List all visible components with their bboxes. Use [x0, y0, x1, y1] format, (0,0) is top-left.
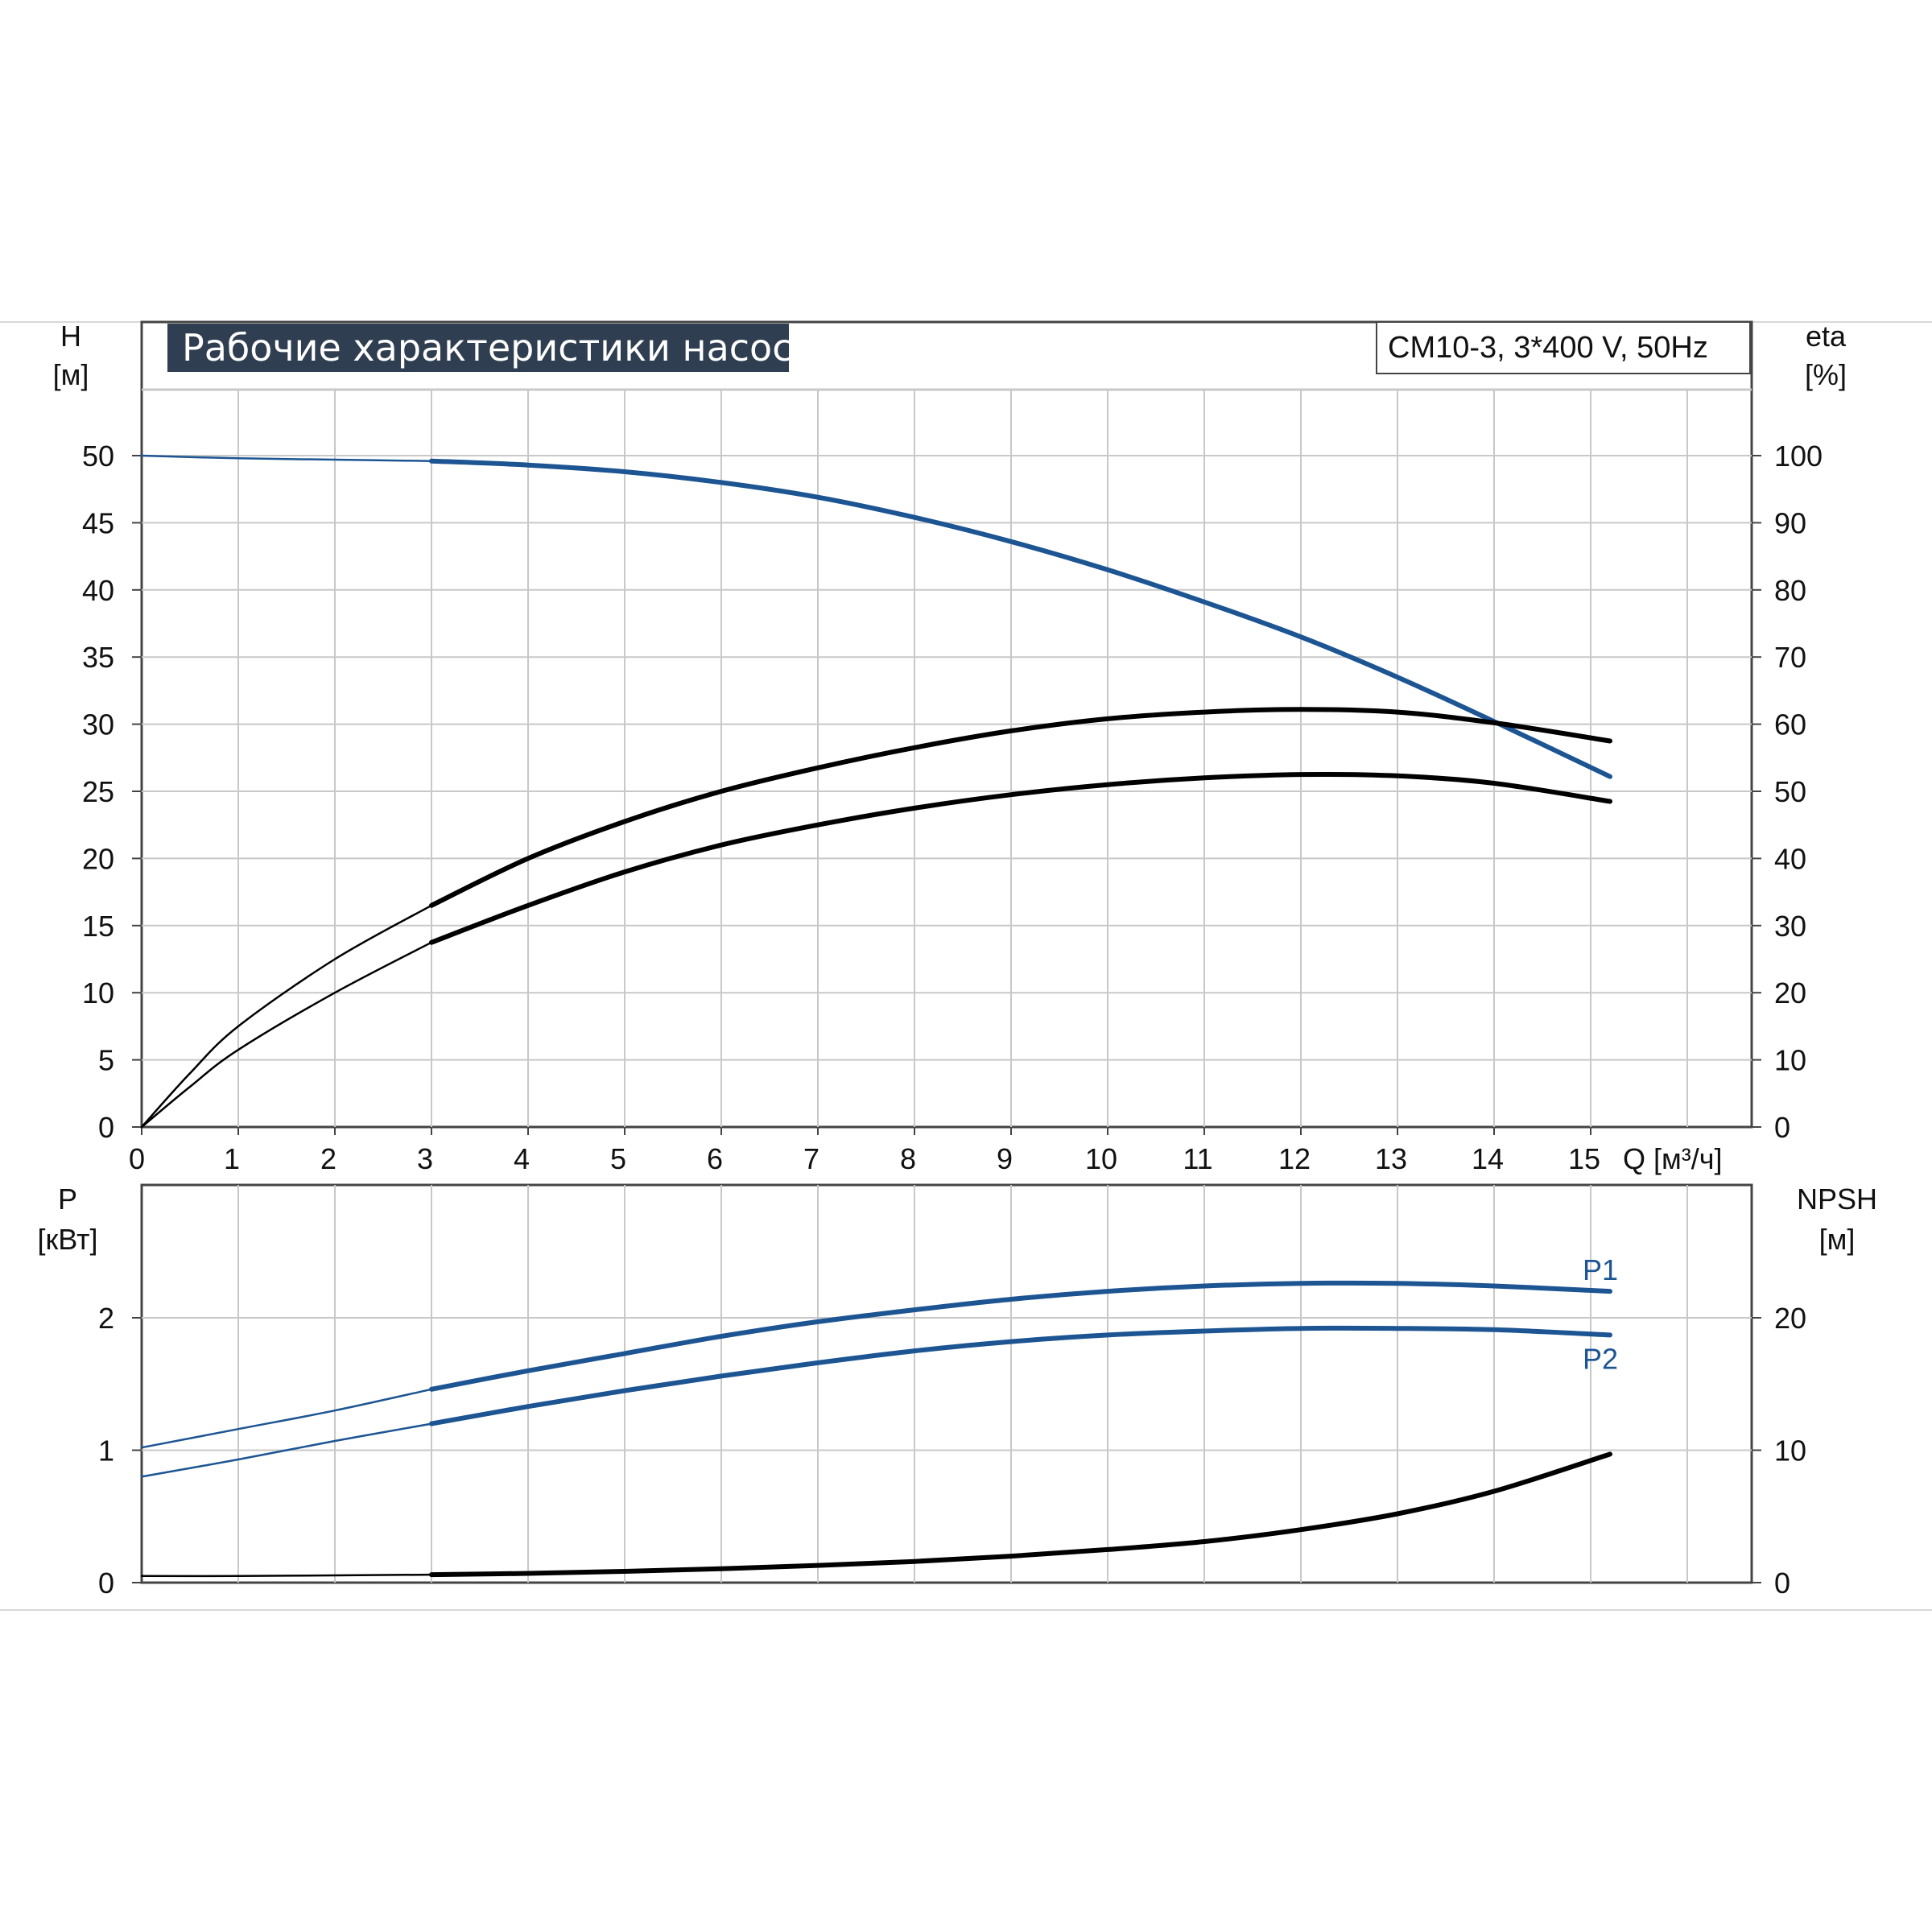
y-left-label-top: H [60, 320, 81, 353]
y-left-tick-label: 40 [82, 574, 114, 607]
y-left-tick-label: 1 [98, 1435, 114, 1468]
y-left-tick-label: 10 [82, 976, 114, 1009]
bottom-curve-3-thin [140, 1573, 433, 1578]
bottom-curve-2 [429, 1325, 1612, 1426]
chart-title: Рабочие характеристики насоса [182, 326, 815, 369]
y-right-tick-label: 60 [1774, 708, 1806, 741]
x-axis-label: Q [м³/ч] [1623, 1142, 1723, 1175]
y-right-tick-label: 100 [1774, 440, 1823, 473]
y-left-tick-label: 35 [82, 641, 114, 674]
y-right-tick-label: 30 [1774, 910, 1806, 943]
x-tick-label: 14 [1472, 1142, 1504, 1175]
y-left-tick-label: 25 [82, 775, 114, 808]
y-right-tick-label: 70 [1774, 641, 1806, 674]
y-right-tick-label: 10 [1774, 1435, 1806, 1468]
top-curve-3 [429, 771, 1612, 945]
bottom-curve-1-thin [140, 1388, 433, 1449]
y-right-unit-top: [%] [1805, 358, 1847, 391]
top-grid [132, 390, 1761, 1135]
y-right-unit-bottom: [м] [1819, 1223, 1856, 1256]
y-right-tick-label: 80 [1774, 574, 1806, 607]
x-tick-label: 8 [900, 1142, 916, 1175]
bottom-curve-1 [429, 1280, 1612, 1392]
model-box [1376, 321, 1751, 374]
x-tick-label: 2 [320, 1142, 336, 1175]
y-left-label-bottom: P [58, 1183, 77, 1216]
x-tick-label: 3 [417, 1142, 433, 1175]
x-tick-label: 13 [1375, 1142, 1407, 1175]
x-tick-label: 4 [514, 1142, 530, 1175]
x-tick-label: 10 [1085, 1142, 1117, 1175]
top-curve-1 [429, 458, 1612, 779]
y-right-label-bottom: NPSH [1797, 1183, 1877, 1216]
top-curve-1-thin [140, 454, 433, 462]
x-tick-label: 0 [129, 1142, 145, 1175]
y-right-label-top: eta [1806, 320, 1847, 353]
y-right-tick-label: 0 [1774, 1567, 1790, 1600]
x-tick-label: 15 [1568, 1142, 1600, 1175]
x-tick-label: 6 [707, 1142, 723, 1175]
y-left-unit-bottom: [кВт] [37, 1223, 97, 1256]
bottom-grid [132, 1185, 1761, 1583]
bottom-curve-3 [429, 1451, 1612, 1578]
y-right-tick-label: 50 [1774, 775, 1806, 808]
y-left-unit-top: [м] [53, 358, 89, 391]
y-left-tick-label: 50 [82, 440, 114, 473]
y-right-tick-label: 20 [1774, 976, 1806, 1009]
y-left-tick-label: 2 [98, 1302, 114, 1335]
y-left-tick-label: 0 [98, 1567, 114, 1600]
y-left-tick-label: 0 [98, 1111, 114, 1144]
top-curve-3-thin [140, 941, 433, 1129]
x-tick-label: 11 [1183, 1142, 1212, 1175]
y-right-tick-label: 40 [1774, 842, 1806, 875]
y-left-tick-label: 30 [82, 708, 114, 741]
bottom-panel-frame [140, 1183, 1753, 1584]
y-left-tick-label: 15 [82, 910, 114, 943]
top-curve-2 [429, 707, 1612, 908]
title-background [167, 324, 789, 372]
model-label: CM10-3, 3*400 V, 50Hz [1388, 331, 1708, 365]
bottom-curve-2-thin [140, 1422, 433, 1478]
curves [140, 454, 1612, 1578]
series-label-p1: P1 [1583, 1253, 1618, 1286]
y-right-tick-label: 20 [1774, 1302, 1806, 1335]
x-tick-label: 12 [1278, 1142, 1311, 1175]
y-left-tick-label: 45 [82, 506, 114, 539]
y-right-tick-label: 90 [1774, 506, 1806, 539]
y-left-tick-label: 5 [98, 1044, 114, 1077]
x-tick-label: 5 [610, 1142, 626, 1175]
y-right-tick-label: 10 [1774, 1044, 1806, 1077]
y-right-tick-label: 0 [1774, 1111, 1790, 1144]
x-tick-label: 9 [997, 1142, 1013, 1175]
y-left-tick-label: 20 [82, 842, 114, 875]
top-curve-2-thin [140, 904, 433, 1129]
x-tick-label: 7 [803, 1142, 819, 1175]
x-tick-label: 1 [224, 1142, 240, 1175]
series-label-p2: P2 [1583, 1342, 1618, 1375]
